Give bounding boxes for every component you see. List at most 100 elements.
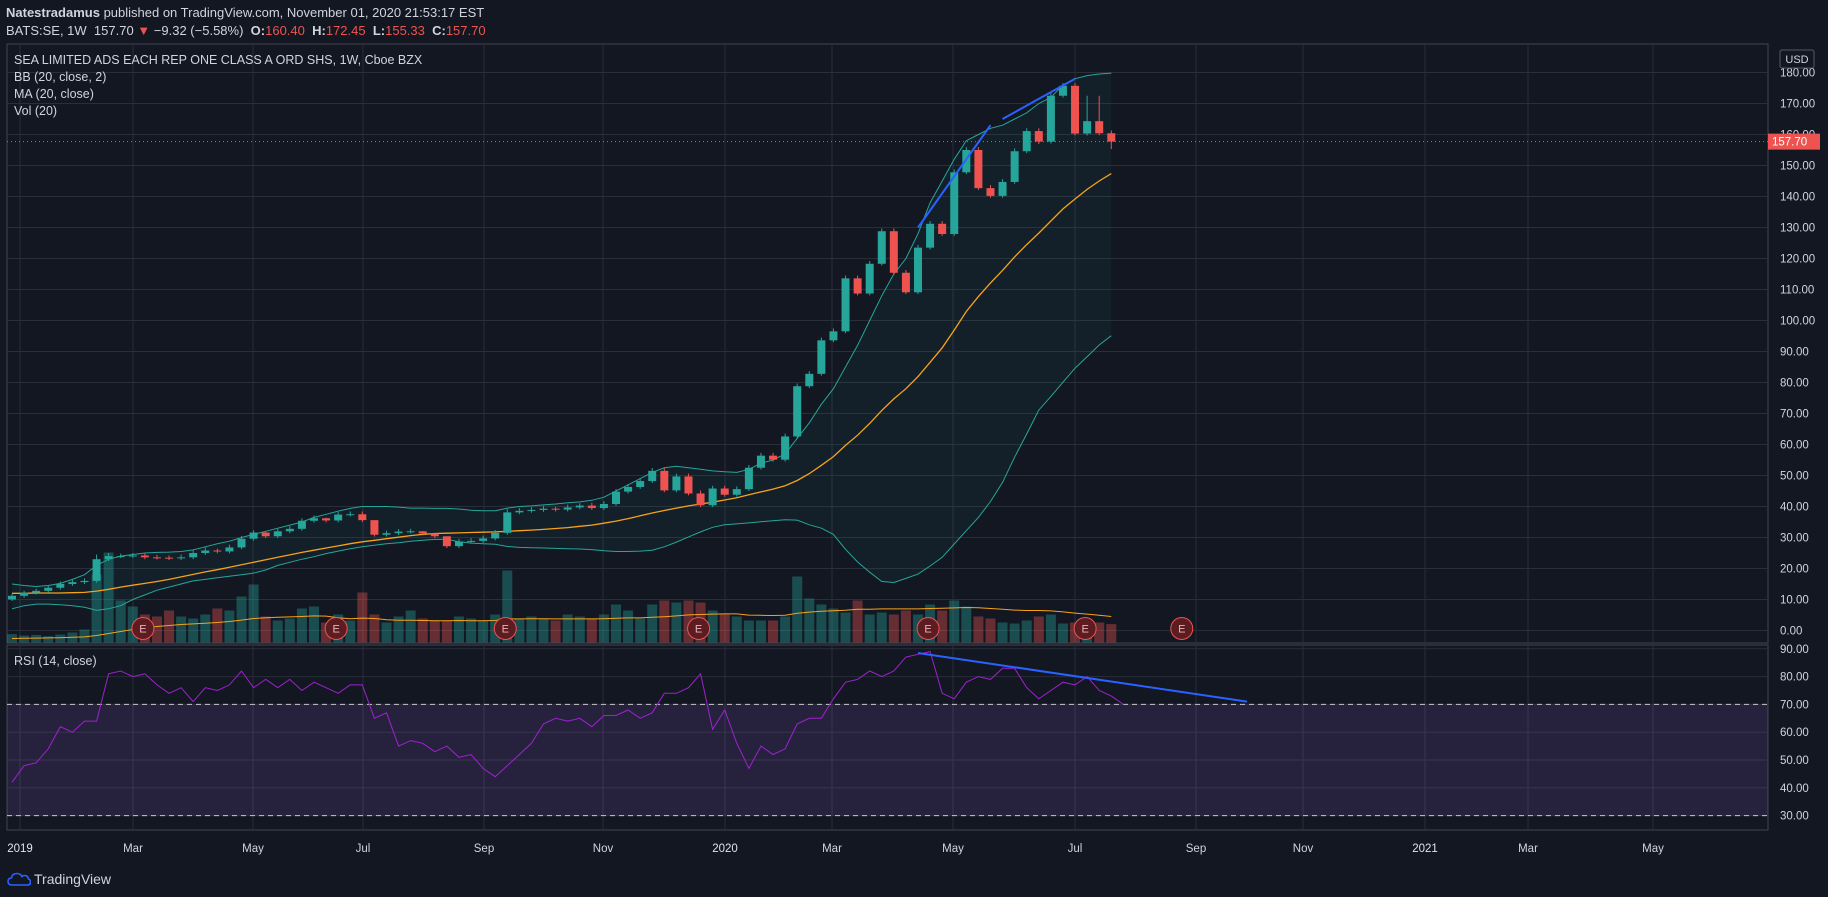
candle[interactable] bbox=[648, 468, 657, 483]
candle[interactable] bbox=[418, 530, 427, 536]
price-trendline[interactable] bbox=[1002, 77, 1076, 120]
candle[interactable] bbox=[974, 147, 983, 190]
candle[interactable] bbox=[273, 528, 282, 539]
candle[interactable] bbox=[1010, 148, 1019, 184]
candle[interactable] bbox=[213, 548, 222, 554]
earnings-marker[interactable]: E bbox=[493, 617, 517, 640]
candle[interactable] bbox=[587, 502, 596, 510]
candle[interactable] bbox=[732, 486, 741, 497]
candle[interactable] bbox=[938, 220, 947, 236]
candle[interactable] bbox=[539, 505, 548, 512]
candle[interactable] bbox=[177, 554, 186, 561]
candle[interactable] bbox=[8, 593, 16, 602]
candle[interactable] bbox=[950, 169, 959, 236]
candle[interactable] bbox=[599, 501, 608, 510]
candle[interactable] bbox=[817, 337, 826, 376]
candle[interactable] bbox=[382, 530, 391, 537]
candle[interactable] bbox=[696, 490, 705, 508]
candle[interactable] bbox=[491, 530, 500, 541]
candle[interactable] bbox=[479, 535, 488, 543]
candle[interactable] bbox=[805, 371, 814, 389]
candle[interactable] bbox=[32, 588, 41, 595]
candle[interactable] bbox=[467, 538, 476, 544]
candle[interactable] bbox=[297, 518, 306, 531]
earnings-marker[interactable]: E bbox=[687, 617, 711, 640]
candle[interactable] bbox=[926, 220, 935, 250]
candle[interactable] bbox=[20, 590, 29, 598]
candle[interactable] bbox=[853, 275, 862, 296]
candle[interactable] bbox=[68, 579, 77, 586]
candle[interactable] bbox=[914, 244, 922, 295]
candle[interactable] bbox=[454, 538, 463, 549]
candle[interactable] bbox=[1095, 95, 1104, 136]
candle[interactable] bbox=[92, 554, 101, 583]
candle[interactable] bbox=[744, 464, 753, 491]
candle[interactable] bbox=[334, 512, 343, 523]
candle[interactable] bbox=[225, 544, 234, 554]
candle[interactable] bbox=[128, 553, 137, 558]
candle[interactable] bbox=[551, 506, 560, 512]
candle[interactable] bbox=[503, 508, 512, 535]
earnings-marker[interactable]: E bbox=[131, 617, 155, 640]
candle[interactable] bbox=[527, 507, 536, 513]
candle[interactable] bbox=[201, 547, 210, 555]
price-trendline[interactable] bbox=[917, 124, 992, 229]
candle[interactable] bbox=[104, 553, 113, 562]
candle[interactable] bbox=[322, 517, 331, 523]
candle[interactable] bbox=[285, 526, 294, 534]
candle[interactable] bbox=[80, 578, 89, 584]
candle[interactable] bbox=[44, 585, 53, 593]
candle[interactable] bbox=[901, 269, 910, 295]
candle[interactable] bbox=[575, 503, 584, 510]
candle[interactable] bbox=[116, 553, 125, 558]
author-name[interactable]: Natestradamus bbox=[6, 5, 100, 20]
candle[interactable] bbox=[793, 383, 802, 439]
candle[interactable] bbox=[1022, 128, 1031, 154]
candle[interactable] bbox=[998, 179, 1007, 198]
candle[interactable] bbox=[1083, 95, 1092, 136]
rsi-trendline[interactable] bbox=[917, 651, 1248, 703]
candle[interactable] bbox=[877, 228, 886, 266]
candle[interactable] bbox=[612, 489, 620, 506]
earnings-marker[interactable]: E bbox=[1073, 617, 1097, 640]
candle[interactable] bbox=[624, 484, 633, 494]
candle[interactable] bbox=[189, 550, 198, 560]
earnings-marker[interactable]: E bbox=[324, 617, 348, 640]
candle[interactable] bbox=[140, 553, 149, 560]
earnings-marker[interactable]: E bbox=[916, 617, 940, 640]
candle[interactable] bbox=[515, 508, 524, 515]
candle[interactable] bbox=[563, 504, 572, 512]
candle[interactable] bbox=[889, 228, 898, 275]
candle[interactable] bbox=[56, 581, 65, 590]
candle[interactable] bbox=[165, 555, 174, 561]
candle[interactable] bbox=[636, 478, 645, 489]
candle[interactable] bbox=[1046, 92, 1055, 144]
candle[interactable] bbox=[358, 511, 367, 522]
tradingview-brand[interactable]: TradingView bbox=[34, 871, 112, 887]
candle[interactable] bbox=[310, 515, 318, 523]
candle[interactable] bbox=[865, 260, 874, 296]
candle[interactable] bbox=[1071, 83, 1080, 136]
candle[interactable] bbox=[442, 536, 451, 549]
candle[interactable] bbox=[261, 531, 270, 539]
candle[interactable] bbox=[660, 468, 669, 493]
currency-box[interactable] bbox=[1779, 49, 1815, 69]
candle[interactable] bbox=[781, 433, 790, 462]
candle[interactable] bbox=[986, 185, 995, 198]
candle[interactable] bbox=[684, 473, 693, 496]
candle[interactable] bbox=[346, 511, 355, 517]
candle[interactable] bbox=[249, 530, 258, 541]
candle[interactable] bbox=[1034, 128, 1043, 145]
candle[interactable] bbox=[1107, 130, 1116, 150]
candle[interactable] bbox=[672, 473, 681, 493]
candle[interactable] bbox=[406, 528, 415, 534]
candle[interactable] bbox=[237, 535, 246, 550]
candle[interactable] bbox=[756, 452, 765, 470]
candle[interactable] bbox=[769, 452, 778, 462]
candle[interactable] bbox=[708, 485, 717, 508]
candle[interactable] bbox=[829, 328, 838, 343]
candle[interactable] bbox=[430, 533, 439, 539]
candle[interactable] bbox=[394, 529, 403, 536]
earnings-marker[interactable]: E bbox=[1170, 617, 1194, 640]
